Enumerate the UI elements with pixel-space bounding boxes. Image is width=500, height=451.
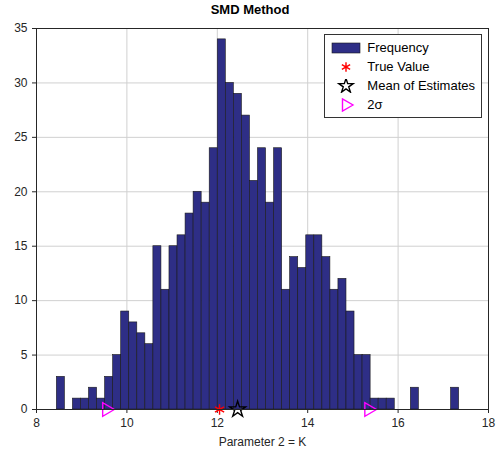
svg-text:16: 16 [391,416,405,430]
svg-text:35: 35 [14,21,28,35]
html-text:2σ: 2σ [367,97,383,112]
svg-text:10: 10 [120,416,134,430]
html-text:True Value: True Value [367,59,430,74]
svg-text:0: 0 [21,402,28,416]
svg-text:18: 18 [482,416,496,430]
html-text:SMD Method: SMD Method [210,2,290,17]
svg-text:30: 30 [14,76,28,90]
svg-text:8: 8 [33,416,40,430]
svg-text:5: 5 [21,348,28,362]
svg-text:10: 10 [14,293,28,307]
html-text:Frequency: Frequency [367,40,429,55]
svg-text:25: 25 [14,130,28,144]
svg-text:12: 12 [211,416,225,430]
svg-text:14: 14 [301,416,315,430]
svg-text:15: 15 [14,239,28,253]
html-text:Mean of Estimates: Mean of Estimates [367,78,475,93]
svg-text:20: 20 [14,185,28,199]
svg-text:Parameter 2 = K: Parameter 2 = K [219,435,307,449]
